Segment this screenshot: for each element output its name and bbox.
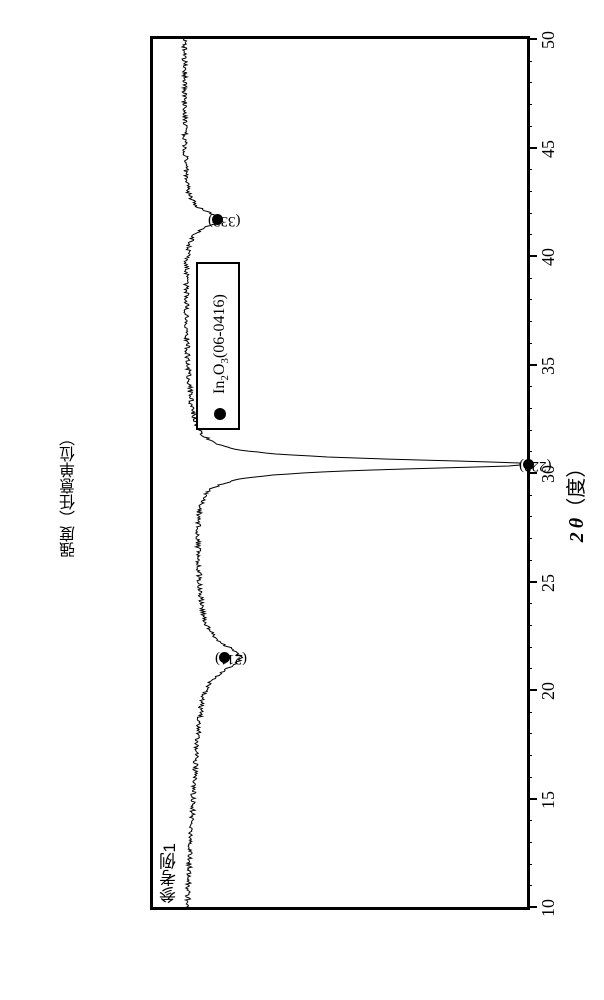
- page-root: 强度（任意单位） 参考例1 In2O3(06-0416) 10152025303…: [0, 0, 604, 1000]
- x-tick-label: 10: [538, 899, 559, 917]
- x-tick-major: [527, 689, 537, 691]
- y-axis-title: 强度（任意单位）: [58, 430, 82, 558]
- x-tick-minor: [527, 538, 532, 539]
- x-tick-minor: [527, 733, 532, 734]
- x-tick-major: [527, 147, 537, 149]
- sample-label: 参考例1: [157, 843, 182, 903]
- plot-area: 参考例1: [150, 36, 530, 910]
- x-tick-minor: [527, 647, 532, 648]
- x-tick-minor: [527, 495, 532, 496]
- x-tick-minor: [527, 299, 532, 300]
- x-axis-title: 2 θ（度）: [560, 458, 589, 542]
- peak-hkl-label: (211): [215, 650, 247, 667]
- x-tick-minor: [527, 386, 532, 387]
- x-tick-minor: [527, 343, 532, 344]
- x-tick-minor: [527, 191, 532, 192]
- x-tick-label: 35: [538, 357, 559, 375]
- xrd-trace-path: [182, 39, 520, 907]
- x-tick-minor: [527, 516, 532, 517]
- x-tick-major: [527, 38, 537, 40]
- x-tick-minor: [527, 451, 532, 452]
- x-tick-label: 50: [538, 31, 559, 49]
- x-tick-label: 45: [538, 140, 559, 158]
- x-tick-label: 15: [538, 791, 559, 809]
- x-tick-minor: [527, 560, 532, 561]
- x-tick-minor: [527, 864, 532, 865]
- x-tick-minor: [527, 61, 532, 62]
- x-tick-minor: [527, 321, 532, 322]
- xrd-trace: [153, 39, 527, 907]
- x-tick-minor: [527, 169, 532, 170]
- x-tick-minor: [527, 82, 532, 83]
- x-tick-major: [527, 906, 537, 908]
- x-tick-minor: [527, 755, 532, 756]
- x-tick-minor: [527, 430, 532, 431]
- x-tick-minor: [527, 777, 532, 778]
- x-tick-major: [527, 364, 537, 366]
- x-tick-major: [527, 798, 537, 800]
- x-tick-label: 20: [538, 682, 559, 700]
- x-tick-minor: [527, 408, 532, 409]
- legend-marker-dot: [214, 408, 226, 420]
- x-tick-minor: [527, 603, 532, 604]
- x-tick-label: 25: [538, 574, 559, 592]
- x-tick-minor: [527, 104, 532, 105]
- x-tick-minor: [527, 668, 532, 669]
- x-tick-minor: [527, 820, 532, 821]
- x-tick-minor: [527, 126, 532, 127]
- x-tick-minor: [527, 213, 532, 214]
- x-tick-minor: [527, 712, 532, 713]
- legend-text: In2O3(06-0416): [211, 294, 231, 394]
- x-tick-major: [527, 581, 537, 583]
- x-tick-minor: [527, 278, 532, 279]
- x-tick-minor: [527, 885, 532, 886]
- x-tick-minor: [527, 625, 532, 626]
- x-tick-major: [527, 255, 537, 257]
- x-tick-minor: [527, 234, 532, 235]
- peak-hkl-label: (332): [208, 212, 241, 229]
- x-tick-minor: [527, 842, 532, 843]
- peak-hkl-label: (222): [519, 457, 552, 474]
- x-tick-label: 40: [538, 248, 559, 266]
